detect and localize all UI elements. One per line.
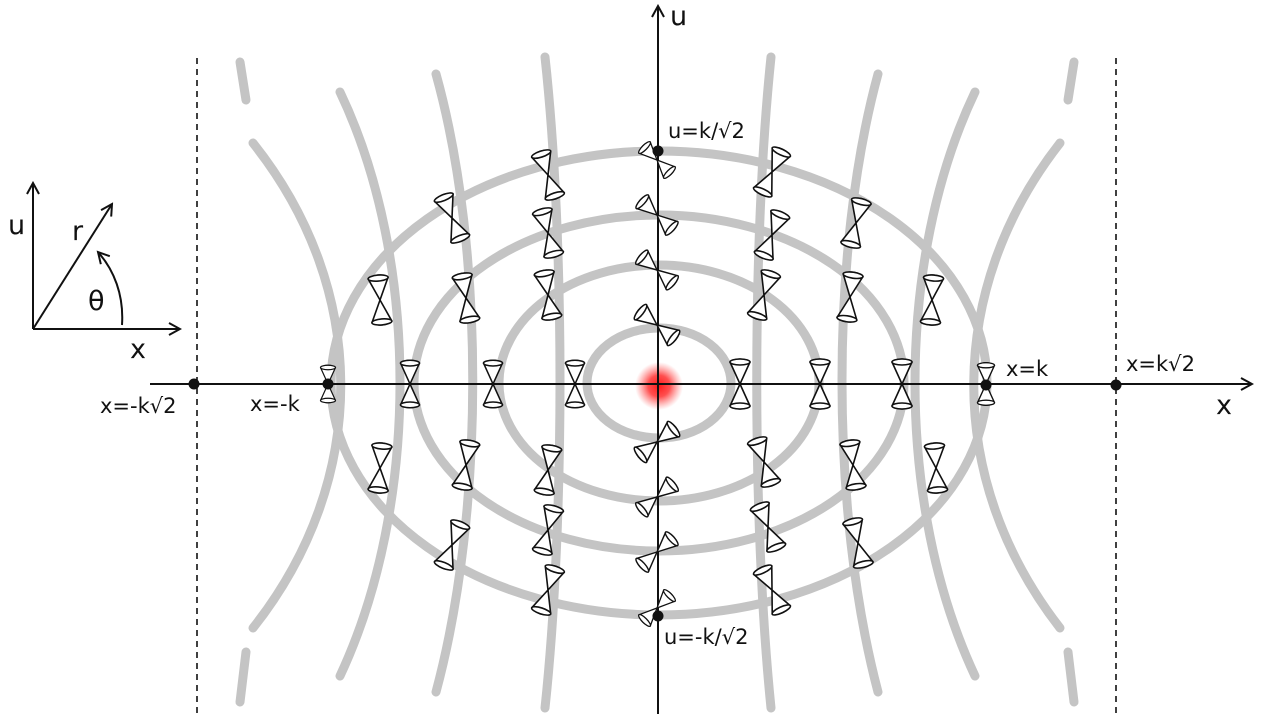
inset-r-label: r	[72, 216, 84, 247]
light-cone	[367, 274, 393, 326]
theta-curve-right-2	[837, 69, 883, 697]
light-cone	[752, 564, 792, 616]
light-cone	[451, 272, 481, 324]
theta-curve-right-4	[969, 138, 1065, 633]
light-cone	[451, 439, 481, 491]
theta-curve-left-3	[335, 87, 405, 681]
light-cone	[530, 564, 566, 616]
x-axis-label: x	[1216, 390, 1232, 421]
light-cone	[753, 209, 791, 261]
constant-theta-curves	[235, 52, 1079, 713]
theta-curve-left-1	[540, 52, 565, 713]
point-u-top	[652, 145, 664, 157]
light-cone	[839, 439, 867, 491]
light-cone	[367, 442, 393, 494]
light-cone	[638, 589, 676, 627]
label-u-bottom: u=-k/√2	[664, 625, 748, 649]
label-x-pos-k: x=k	[1006, 357, 1049, 381]
light-cone	[531, 207, 565, 259]
light-cone	[319, 364, 337, 404]
point-x-pos-k-sqrt2	[1110, 379, 1122, 391]
light-cone	[729, 358, 751, 410]
light-cone	[809, 358, 831, 410]
light-cone	[923, 442, 949, 494]
light-cone	[530, 149, 566, 201]
label-u-top: u=k/√2	[668, 119, 745, 143]
point-x-neg-k-sqrt2	[188, 378, 200, 390]
light-cone	[634, 249, 680, 291]
theta-curve-right-4-dash-top	[1063, 57, 1079, 105]
light-cone	[482, 359, 504, 409]
light-cone	[746, 269, 782, 321]
light-cone	[533, 269, 563, 321]
light-cone	[633, 420, 681, 464]
light-cone	[635, 531, 679, 573]
light-cone	[749, 501, 787, 553]
light-cone	[433, 192, 471, 244]
point-x-pos-k	[980, 379, 992, 391]
light-cone	[919, 274, 945, 326]
light-cone	[746, 436, 782, 488]
theta-curve-right-1	[752, 52, 776, 713]
light-cone	[531, 504, 565, 556]
light-cone	[399, 359, 421, 409]
light-cone	[836, 271, 864, 323]
u-axis-label: u	[670, 1, 687, 32]
light-cone	[840, 197, 872, 249]
label-x-pos-k-sqrt2: x=k√2	[1126, 352, 1195, 376]
inset-r-vector	[32, 204, 112, 330]
light-cones	[319, 141, 996, 627]
label-x-neg-k: x=-k	[250, 392, 301, 416]
theta-curve-left-4-dash-bottom	[235, 647, 251, 707]
light-cone	[433, 519, 471, 571]
polar-inset: u x r θ	[8, 183, 180, 365]
light-cone	[891, 358, 913, 410]
inset-u-label: u	[8, 210, 25, 241]
theta-curve-left-2	[431, 69, 478, 697]
theta-curve-left-4-dash-top	[235, 57, 251, 105]
light-cone	[976, 362, 996, 406]
point-u-bottom	[652, 610, 664, 622]
light-cone	[634, 476, 680, 518]
light-cone	[564, 359, 586, 409]
light-cone	[638, 141, 676, 179]
inset-x-label: x	[130, 334, 146, 365]
inset-theta-label: θ	[88, 286, 105, 317]
light-cone	[533, 444, 563, 496]
theta-curve-right-3	[910, 87, 980, 681]
label-x-neg-k-sqrt2: x=-k√2	[100, 394, 177, 418]
light-cone	[842, 517, 874, 569]
theta-curve-left-4	[248, 138, 346, 633]
light-cone	[635, 194, 679, 236]
point-x-neg-k	[322, 378, 334, 390]
inset-theta-arc	[98, 252, 124, 326]
theta-curve-right-4-dash-bottom	[1063, 647, 1079, 707]
light-cone	[752, 146, 792, 198]
light-cone	[633, 303, 681, 347]
marked-points	[188, 145, 1122, 622]
